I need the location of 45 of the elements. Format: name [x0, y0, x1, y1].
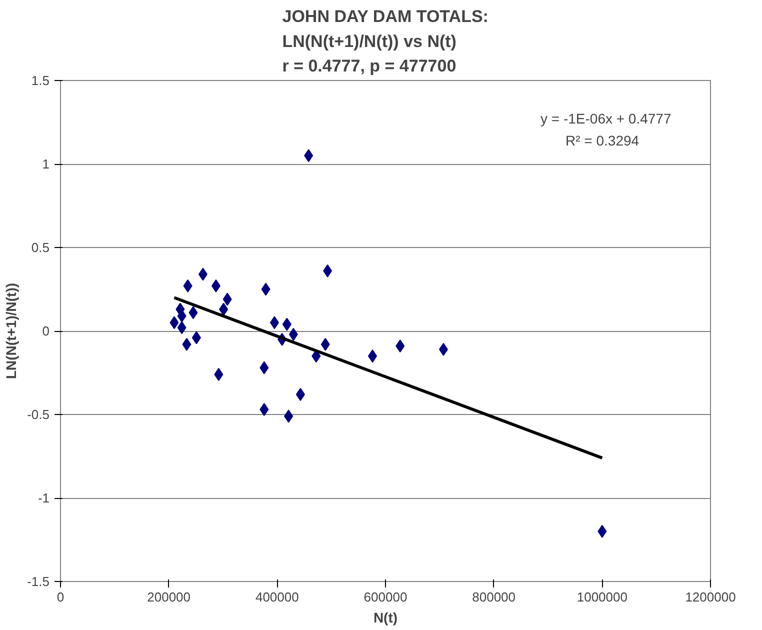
point: [211, 279, 220, 292]
point: [396, 340, 405, 353]
y-axis-title: LN(N(t+1)/N(t)): [3, 282, 20, 380]
point: [304, 149, 314, 162]
y-tick-label: -1: [38, 490, 50, 506]
y-tick-label: 1: [42, 156, 50, 172]
point: [323, 264, 332, 278]
x-axis-title: N(t): [373, 610, 398, 626]
point: [261, 282, 270, 296]
x-tick-label: 0: [56, 590, 64, 604]
point: [598, 524, 607, 538]
point: [188, 306, 198, 320]
point: [438, 342, 448, 356]
point: [296, 388, 305, 401]
point: [192, 331, 201, 344]
point: [288, 328, 298, 341]
point: [320, 338, 330, 351]
x-tick-label: 800000: [472, 590, 516, 604]
y-tick-label: -1.5: [27, 574, 50, 589]
y-tick-label: 1.5: [31, 73, 50, 88]
point: [270, 316, 279, 330]
point: [183, 279, 192, 292]
point: [177, 309, 186, 322]
point: [214, 368, 224, 381]
chart-title: JOHN DAY DAM TOTALS: LN(N(t+1)/N(t)) vs N(t) r = 0.4777, p = 477700: [282, 7, 488, 76]
annotation: y = -1E-06x + 0.4777: [540, 110, 672, 126]
annotation: R² = 0.3294: [566, 132, 640, 148]
x-tick-label: 400000: [255, 590, 299, 604]
point: [170, 316, 179, 330]
point: [177, 321, 186, 334]
point: [198, 268, 208, 281]
x-tick-label: 1200000: [685, 590, 736, 604]
y-tick-label: -0.5: [27, 407, 50, 422]
point: [282, 318, 292, 331]
y-tick-label: 0: [42, 324, 50, 338]
x-tick-label: 200000: [147, 590, 191, 604]
x-tick-label: 1000000: [576, 590, 628, 604]
point: [260, 361, 269, 374]
point: [222, 292, 232, 306]
point: [182, 338, 192, 351]
point: [260, 402, 269, 416]
point: [284, 410, 294, 423]
x-tick-label: 600000: [364, 590, 408, 604]
y-tick-label: 0.5: [31, 240, 50, 255]
point: [219, 302, 228, 316]
